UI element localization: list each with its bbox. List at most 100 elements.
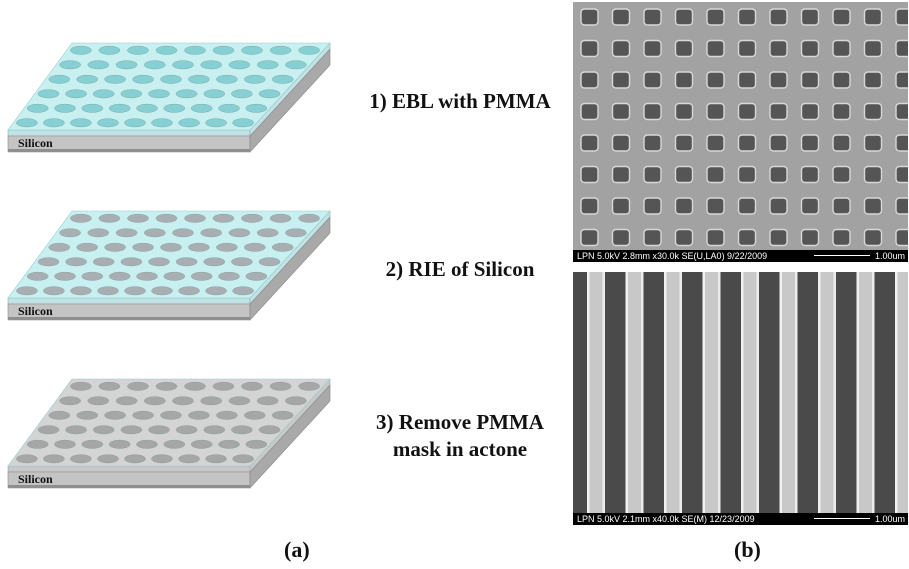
sem-line-edge [702,272,705,513]
sem-square-hole [769,102,788,121]
slab-hole [27,439,49,449]
slab-hole [257,228,279,238]
sem-line-edge [587,272,590,513]
slab-hole [205,454,227,464]
slab-hole [98,213,121,223]
slab-hole [76,242,98,252]
slab-hole [27,271,49,281]
slab-silicon-base [8,149,250,152]
sem-square-hole [611,228,631,247]
sem-image-lines: LPN 5.0kV 2.1mm x40.0k SE(M) 12/23/2009 … [573,272,908,525]
sem-line-edge [679,272,682,513]
sem-square-hole [643,8,662,26]
slab-hole [76,410,98,420]
sem-square-hole [800,165,820,184]
slab-hole [257,396,279,406]
slab-hole [155,45,178,55]
sem-square-hole [580,102,599,121]
slab-hole [203,257,226,267]
slab-hole [298,45,320,55]
slab-hole [127,381,149,391]
sem-silicon-line [741,272,759,513]
slab-hole [244,242,266,252]
sem-silicon-line [895,272,908,513]
slab-hole [212,45,235,55]
sem-square-hole [800,228,820,247]
slab-hole [245,103,267,113]
sem-square-hole [832,134,851,152]
slab-hole [269,381,292,391]
sem-square-hole [611,197,631,215]
slab-hole [108,271,131,281]
sem-square-hole [611,39,631,58]
sem-square-hole [674,228,694,247]
sem-square-hole [895,228,908,247]
sem-square-hole [706,228,725,247]
slab-hole [70,286,92,296]
sem-line-edge [625,272,628,513]
sem-square-hole [863,134,883,152]
slab-hole [285,228,307,238]
sem-square-hole [706,71,725,89]
slab-hole [205,118,227,128]
slab-hole [144,60,166,70]
process-slab-2: Silicon [7,210,331,321]
slab-hole [258,257,281,267]
sem-square-hole [800,197,820,215]
sem-square-hole [580,228,599,247]
sem-square-hole [769,71,788,89]
slab-hole [231,89,253,99]
slab-hole [190,103,213,113]
sem-line-edge [756,272,759,513]
sem-line-edge [833,272,836,513]
sem-2-scale-ticks [814,514,870,519]
slab-hole [59,396,81,406]
sem-square-hole [800,8,820,26]
slab-silicon-side [249,216,331,321]
slab-hole [148,89,170,99]
slab-silicon-base [8,485,250,488]
slab-hole [132,242,154,252]
slab-hole [70,213,92,223]
sem-square-hole [611,165,631,184]
slab-hole [241,213,263,223]
slab-hole [272,410,294,420]
slab-hole [97,454,119,464]
slab-hole [48,410,70,420]
slab-hole [76,74,98,84]
sem-holes-pattern [573,2,908,250]
slab-hole [241,45,263,55]
slab-hole [92,425,115,435]
step-2-label: 2) RIE of Silicon [340,256,580,283]
slab-hole [203,89,226,99]
sem-square-hole [643,71,662,89]
slab-hole [115,60,138,70]
slab-hole [241,381,263,391]
slab-hole [298,213,320,223]
sem-square-hole [580,165,599,184]
slab-hole [16,454,38,464]
sem-square-hole [580,71,599,89]
sem-line-edge [872,272,875,513]
slab-hole [70,45,92,55]
sem-square-hole [863,8,883,26]
sem-square-hole [863,71,883,89]
sem-silicon-line [702,272,721,513]
sem-silicon-line [587,272,605,513]
slab-hole [97,118,119,128]
sem-square-hole [643,102,662,121]
slab-hole [163,439,186,449]
sem-square-hole [706,39,725,58]
slab-hole [285,396,307,406]
slab-hole [244,74,266,84]
sem-square-hole [674,39,694,58]
sem-square-hole [863,228,883,247]
slab-hole [203,425,226,435]
sem-square-hole [863,165,883,184]
sem-square-hole [737,39,757,58]
slab-hole [175,425,198,435]
slab-hole [212,381,235,391]
slab-hole [81,439,104,449]
slab-hole [285,60,307,70]
slab-hole [257,60,279,70]
